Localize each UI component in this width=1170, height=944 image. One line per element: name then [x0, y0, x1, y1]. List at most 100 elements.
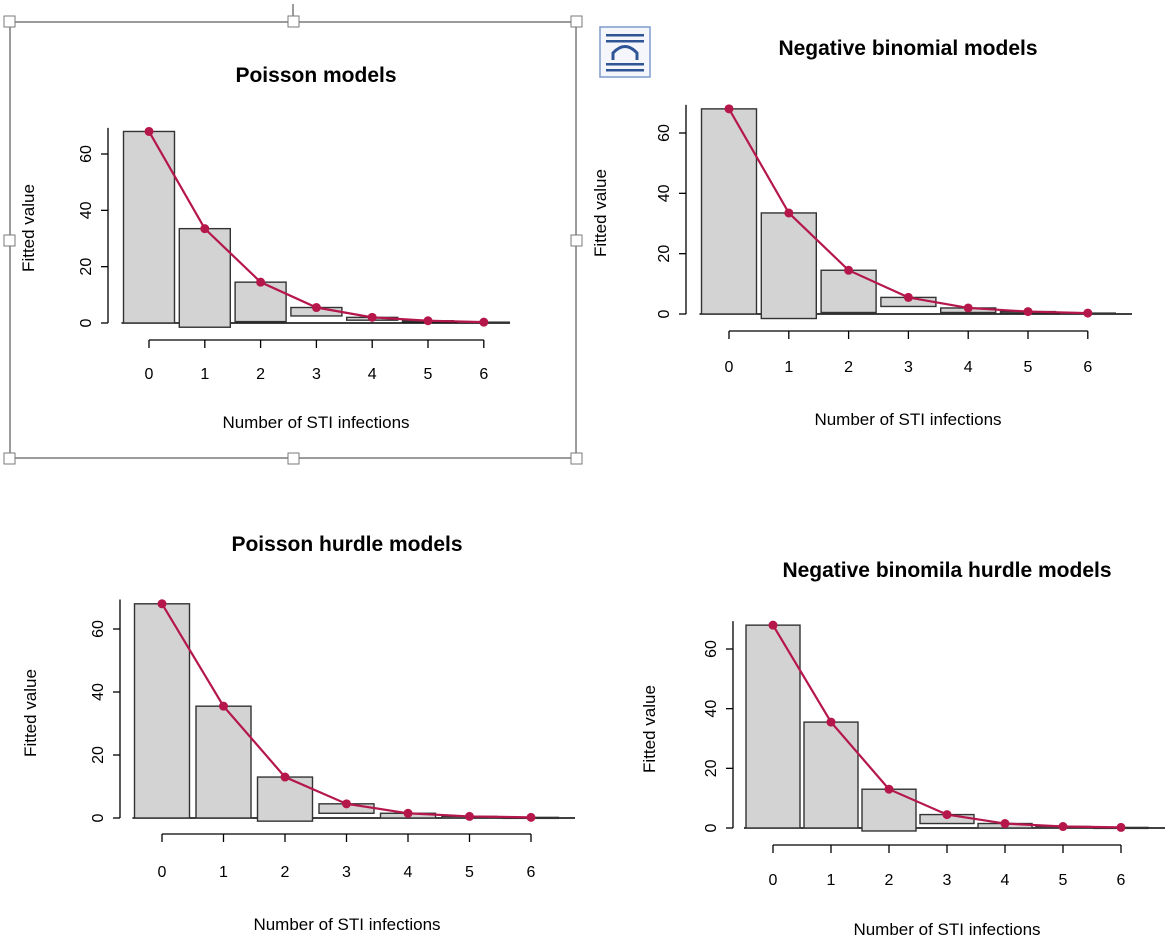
fitted-point-0 — [157, 599, 167, 609]
x-tick-label: 3 — [312, 366, 321, 383]
x-tick-label: 1 — [219, 864, 228, 881]
y-tick-label: 60 — [78, 145, 95, 163]
y-tick-label: 60 — [90, 620, 107, 638]
resize-handle-right[interactable] — [570, 234, 583, 247]
x-tick-label: 4 — [368, 366, 377, 383]
chart-title: Negative binomial models — [778, 37, 1037, 60]
fitted-point-1 — [784, 208, 794, 218]
x-tick-label: 1 — [784, 359, 793, 376]
bar-1 — [760, 212, 817, 320]
x-axis-label: Number of STI infections — [253, 915, 440, 934]
x-tick-label: 0 — [769, 872, 778, 889]
y-axis-label: Fitted value — [591, 169, 610, 257]
fitted-point-4 — [403, 808, 413, 818]
fitted-point-0 — [144, 126, 154, 136]
fitted-point-2 — [256, 277, 266, 287]
selection-frame[interactable] — [3, 4, 583, 465]
resize-handle-bottom[interactable] — [287, 452, 300, 465]
x-tick-label: 5 — [1024, 359, 1033, 376]
y-tick-label: 20 — [90, 746, 107, 764]
fitted-point-2 — [280, 772, 290, 782]
chart-panel-3: Poisson hurdle models 0 20 40 60 0 1 2 3 4 5 6 Numbe… — [21, 533, 575, 934]
x-tick-label: 5 — [424, 366, 433, 383]
x-tick-label: 5 — [465, 864, 474, 881]
resize-handle-top-right[interactable] — [570, 15, 583, 28]
bar-1 — [195, 705, 252, 819]
fitted-point-3 — [942, 810, 952, 820]
fitted-point-1 — [826, 717, 836, 727]
resize-handle-left[interactable] — [3, 234, 16, 247]
y-tick-label: 60 — [656, 124, 673, 142]
x-tick-label: 6 — [1083, 359, 1092, 376]
resize-handle-bottom-left[interactable] — [3, 452, 16, 465]
chart-panel-2: Negative binomial models 0 20 40 60 0 1 2 3 4 5 6 Nu… — [591, 37, 1132, 429]
x-tick-label: 2 — [256, 366, 265, 383]
chart-title: Negative binomila hurdle models — [782, 559, 1111, 582]
fitted-point-3 — [903, 292, 913, 302]
fitted-point-2 — [844, 265, 854, 275]
chart-panel-1: Poisson models 0 20 40 60 0 1 2 3 4 5 6 Number of ST… — [19, 64, 510, 432]
fitted-point-5 — [423, 316, 433, 326]
bar-2 — [820, 269, 877, 314]
x-tick-label: 6 — [479, 366, 488, 383]
y-tick-label: 20 — [656, 245, 673, 263]
x-tick-label: 0 — [158, 864, 167, 881]
x-tick-label: 3 — [342, 864, 351, 881]
chart-title: Poisson models — [235, 64, 396, 87]
x-tick-label: 0 — [145, 366, 154, 383]
fitted-point-3 — [311, 303, 321, 313]
fitted-point-4 — [1000, 819, 1010, 829]
x-tick-label: 6 — [1117, 872, 1126, 889]
y-tick-label: 60 — [703, 640, 720, 658]
y-tick-label: 0 — [90, 813, 107, 822]
fitted-point-2 — [884, 784, 894, 794]
bar-2 — [234, 281, 287, 323]
chart-panel-4: Negative binomila hurdle models 0 20 40 60 0 1… — [640, 559, 1165, 939]
fitted-point-6 — [1083, 308, 1093, 318]
x-tick-label: 0 — [725, 359, 734, 376]
fitted-point-3 — [342, 799, 351, 809]
fitted-point-0 — [724, 104, 734, 114]
x-tick-label: 6 — [527, 864, 536, 881]
fitted-point-4 — [963, 303, 973, 313]
y-tick-label: 20 — [703, 759, 720, 777]
resize-handle-top-left[interactable] — [3, 15, 16, 28]
bar-2 — [256, 776, 314, 822]
y-tick-label: 40 — [90, 683, 107, 701]
bar-0 — [700, 108, 758, 315]
x-tick-label: 3 — [904, 359, 913, 376]
x-tick-label: 3 — [943, 872, 952, 889]
y-tick-label: 40 — [656, 184, 673, 202]
fitted-point-0 — [768, 620, 778, 630]
fitted-point-6 — [1116, 822, 1126, 832]
bar-1 — [803, 721, 859, 829]
y-tick-label: 0 — [703, 823, 720, 832]
fitted-point-4 — [367, 312, 377, 322]
resize-handle-top[interactable] — [287, 15, 300, 28]
fitted-point-6 — [479, 317, 489, 327]
y-tick-label: 40 — [703, 700, 720, 718]
x-tick-label: 2 — [281, 864, 290, 881]
x-tick-label: 4 — [404, 864, 413, 881]
x-tick-label: 5 — [1059, 872, 1068, 889]
y-tick-label: 40 — [78, 201, 95, 219]
y-tick-label: 0 — [656, 309, 673, 318]
fitted-point-6 — [526, 812, 536, 822]
y-tick-label: 0 — [78, 318, 95, 327]
x-tick-label: 2 — [844, 359, 853, 376]
y-axis-label: Fitted value — [19, 184, 38, 272]
resize-handle-bottom-right[interactable] — [570, 452, 583, 465]
x-tick-label: 4 — [964, 359, 973, 376]
layout-options-icon[interactable] — [599, 26, 651, 78]
fitted-point-5 — [1023, 307, 1033, 317]
x-tick-label: 2 — [885, 872, 894, 889]
bar-1 — [178, 227, 232, 328]
x-tick-label: 4 — [1001, 872, 1010, 889]
fitted-point-5 — [1058, 822, 1068, 832]
x-axis-label: Number of STI infections — [853, 920, 1040, 939]
y-tick-label: 20 — [78, 258, 95, 276]
bar-2 — [861, 788, 917, 832]
x-tick-label: 1 — [827, 872, 836, 889]
fitted-point-1 — [219, 701, 228, 711]
